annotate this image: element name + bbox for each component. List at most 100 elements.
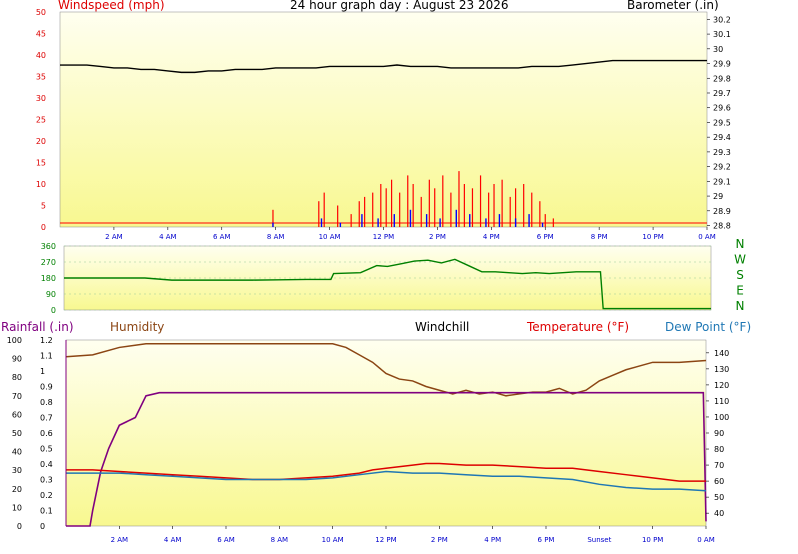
windspeed-tick-label: 25 bbox=[36, 116, 46, 125]
dew-point-line bbox=[66, 470, 707, 492]
direction-tick-label: 360 bbox=[41, 242, 56, 251]
time-tick-label: 10 PM bbox=[642, 536, 663, 544]
time-tick-label: 12 PM bbox=[373, 233, 394, 241]
barometer-line bbox=[60, 59, 707, 74]
humidity-tick-label: 30 bbox=[12, 466, 22, 475]
barometer-tick-label: 29.2 bbox=[713, 163, 731, 172]
barometer-tick-label: 30 bbox=[713, 45, 723, 54]
compass-label: N bbox=[736, 299, 745, 313]
humidity-tick-label: 100 bbox=[7, 336, 22, 345]
time-tick-label: 10 PM bbox=[642, 233, 663, 241]
barometer-axis-label: Barometer (.in) bbox=[627, 0, 719, 12]
direction-tick-label: 90 bbox=[46, 290, 56, 299]
temperature-panel-axes: 0 10 20 30 40 50 60 70 80 90 100 0 0.1 0.2 0.3 0.4 0.5 0.… bbox=[7, 336, 730, 544]
time-tick-label: 2 PM bbox=[429, 233, 446, 241]
direction-tick-label: 180 bbox=[41, 274, 56, 283]
time-tick-label: 0 AM bbox=[698, 233, 716, 241]
time-tick-label: 4 PM bbox=[484, 536, 501, 544]
temperature-tick-label: 70 bbox=[714, 461, 724, 470]
wind-panel-background bbox=[59, 11, 708, 228]
rainfall-tick-label: 0.1 bbox=[40, 507, 53, 516]
temperature-tick-label: 40 bbox=[714, 509, 724, 518]
chart-title: 24 hour graph day : August 23 2026 bbox=[290, 0, 509, 12]
direction-tick-label: 270 bbox=[41, 258, 56, 267]
barometer-tick-label: 28.9 bbox=[713, 207, 731, 216]
rainfall-label: Rainfall (.in) bbox=[1, 320, 74, 334]
time-tick-label: 10 AM bbox=[322, 536, 344, 544]
windspeed-tick-label: 35 bbox=[36, 73, 46, 82]
time-tick-label: 2 PM bbox=[431, 536, 448, 544]
wind-panel-series bbox=[60, 59, 707, 227]
time-tick-label: 6 PM bbox=[538, 536, 555, 544]
wind-panel-axes: 0 5 10 15 20 25 30 35 40 45 50 28.8 28.9 29 29.1 29.2 29… bbox=[36, 8, 731, 241]
humidity-tick-label: 0 bbox=[17, 522, 22, 531]
barometer-tick-label: 29.3 bbox=[713, 148, 731, 157]
rainfall-tick-label: 0.4 bbox=[40, 460, 53, 469]
barometer-tick-label: 29.1 bbox=[713, 177, 731, 186]
temperature-tick-label: 90 bbox=[714, 429, 724, 438]
windspeed-axis-label: Windspeed (mph) bbox=[58, 0, 165, 12]
barometer-tick-label: 30.2 bbox=[713, 15, 731, 24]
windspeed-tick-label: 10 bbox=[36, 180, 46, 189]
rainfall-tick-label: 1.1 bbox=[40, 352, 53, 361]
temperature-line bbox=[66, 462, 706, 482]
time-tick-label: 10 AM bbox=[319, 233, 341, 241]
time-tick-label: 6 AM bbox=[213, 233, 231, 241]
windchill-label: Windchill bbox=[415, 320, 469, 334]
barometer-tick-label: 29.6 bbox=[713, 104, 731, 113]
direction-panel-background bbox=[63, 245, 712, 311]
barometer-tick-label: 29 bbox=[713, 192, 723, 201]
time-tick-label: Sunset bbox=[587, 536, 611, 544]
rainfall-tick-label: 0.8 bbox=[40, 398, 53, 407]
humidity-tick-label: 60 bbox=[12, 410, 22, 419]
temperature-tick-label: 50 bbox=[714, 493, 724, 502]
time-tick-label: 6 PM bbox=[537, 233, 554, 241]
rainfall-tick-label: 0.6 bbox=[40, 429, 53, 438]
humidity-tick-label: 50 bbox=[12, 429, 22, 438]
barometer-tick-label: 29.8 bbox=[713, 74, 731, 83]
time-tick-label: 2 AM bbox=[105, 233, 123, 241]
dew-point-label: Dew Point (°F) bbox=[665, 320, 751, 334]
humidity-tick-label: 10 bbox=[12, 503, 22, 512]
rainfall-tick-label: 1 bbox=[40, 367, 45, 376]
humidity-tick-label: 40 bbox=[12, 448, 22, 457]
time-tick-label: 4 AM bbox=[159, 233, 177, 241]
time-tick-label: 6 AM bbox=[217, 536, 235, 544]
barometer-tick-label: 29.5 bbox=[713, 118, 731, 127]
windspeed-tick-label: 5 bbox=[41, 202, 46, 211]
temperature-tick-label: 80 bbox=[714, 445, 724, 454]
time-tick-label: 2 AM bbox=[111, 536, 129, 544]
temperature-tick-label: 110 bbox=[714, 397, 729, 406]
barometer-tick-label: 28.8 bbox=[713, 222, 731, 231]
windspeed-tick-label: 15 bbox=[36, 159, 46, 168]
temperature-tick-label: 140 bbox=[714, 349, 729, 358]
temperature-tick-label: 130 bbox=[714, 365, 729, 374]
rainfall-tick-label: 0 bbox=[40, 522, 45, 531]
temperature-panel-series bbox=[65, 342, 707, 527]
direction-panel-series bbox=[64, 258, 711, 310]
rainfall-tick-label: 0.9 bbox=[40, 383, 53, 392]
time-tick-label: 4 PM bbox=[483, 233, 500, 241]
compass-label: S bbox=[736, 268, 744, 282]
temperature-tick-label: 120 bbox=[714, 381, 729, 390]
temperature-tick-label: 60 bbox=[714, 477, 724, 486]
direction-tick-label: 0 bbox=[51, 306, 56, 315]
windspeed-tick-label: 45 bbox=[36, 30, 46, 39]
humidity-tick-label: 70 bbox=[12, 392, 22, 401]
time-tick-label: 12 PM bbox=[375, 536, 396, 544]
temperature-label: Temperature (°F) bbox=[526, 320, 629, 334]
time-tick-label: 0 AM bbox=[697, 536, 715, 544]
wind-direction-line bbox=[64, 258, 711, 310]
rainfall-tick-label: 0.7 bbox=[40, 414, 53, 423]
windspeed-tick-label: 0 bbox=[41, 223, 46, 232]
windspeed-tick-label: 40 bbox=[36, 51, 46, 60]
time-tick-label: 8 AM bbox=[267, 233, 285, 241]
rainfall-tick-label: 0.5 bbox=[40, 445, 53, 454]
barometer-tick-label: 29.9 bbox=[713, 60, 731, 69]
time-tick-label: 8 PM bbox=[591, 233, 608, 241]
barometer-tick-label: 29.4 bbox=[713, 133, 731, 142]
humidity-tick-label: 80 bbox=[12, 373, 22, 382]
rainfall-line bbox=[66, 391, 707, 527]
